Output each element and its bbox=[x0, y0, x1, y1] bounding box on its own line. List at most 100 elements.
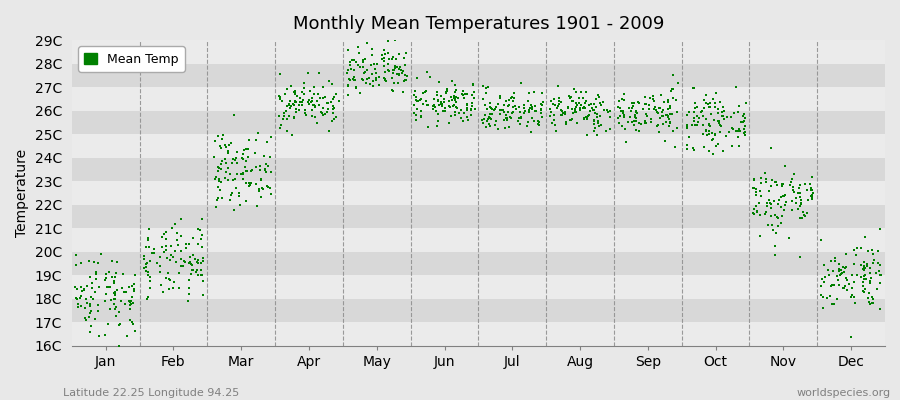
Point bbox=[565, 98, 580, 104]
Point bbox=[638, 118, 652, 124]
Point bbox=[862, 300, 877, 307]
Point bbox=[830, 296, 844, 302]
Point bbox=[365, 70, 380, 77]
Point bbox=[554, 112, 568, 119]
Point bbox=[276, 110, 291, 116]
Point bbox=[326, 110, 340, 116]
Point bbox=[871, 268, 886, 274]
Point bbox=[691, 119, 706, 125]
Point bbox=[797, 212, 812, 219]
Point bbox=[326, 103, 340, 109]
Point bbox=[687, 84, 701, 91]
Point bbox=[593, 113, 608, 119]
Point bbox=[440, 86, 454, 92]
Point bbox=[574, 102, 589, 108]
Point bbox=[393, 67, 408, 74]
Point bbox=[534, 101, 548, 107]
Point bbox=[477, 116, 491, 122]
Point bbox=[161, 270, 176, 276]
Point bbox=[556, 110, 571, 116]
Point bbox=[787, 189, 801, 195]
Point bbox=[774, 194, 788, 200]
Point bbox=[858, 286, 872, 292]
Point bbox=[488, 106, 502, 112]
Point bbox=[287, 114, 302, 120]
Point bbox=[297, 85, 311, 92]
Point bbox=[497, 116, 511, 123]
Point bbox=[662, 119, 677, 126]
Point bbox=[847, 247, 861, 254]
Point bbox=[621, 119, 635, 126]
Point bbox=[590, 92, 605, 98]
Bar bbox=[72, 158, 885, 181]
Point bbox=[158, 275, 173, 281]
Point bbox=[213, 187, 228, 194]
Point bbox=[597, 106, 611, 113]
Point bbox=[228, 176, 242, 182]
Point bbox=[524, 102, 538, 108]
Point bbox=[143, 278, 157, 284]
Point bbox=[628, 118, 643, 124]
Point bbox=[114, 284, 129, 291]
Point bbox=[768, 252, 782, 259]
Point bbox=[830, 272, 844, 279]
Point bbox=[613, 105, 627, 111]
Point bbox=[771, 223, 786, 229]
Point bbox=[747, 177, 761, 183]
Point bbox=[353, 90, 367, 96]
Point bbox=[479, 85, 493, 91]
Point bbox=[438, 89, 453, 95]
Point bbox=[716, 103, 730, 110]
Point bbox=[483, 111, 498, 117]
Point bbox=[388, 37, 402, 44]
Point bbox=[127, 280, 141, 287]
Point bbox=[238, 146, 253, 152]
Point bbox=[427, 96, 441, 102]
Point bbox=[527, 108, 542, 114]
Point bbox=[763, 145, 778, 151]
Point bbox=[688, 147, 702, 154]
Point bbox=[230, 171, 245, 178]
Point bbox=[343, 58, 357, 65]
Bar bbox=[72, 64, 885, 87]
Point bbox=[346, 56, 360, 63]
Point bbox=[737, 118, 751, 124]
Point bbox=[837, 282, 851, 289]
Point bbox=[288, 91, 302, 98]
Point bbox=[771, 214, 786, 221]
Point bbox=[318, 111, 332, 117]
Point bbox=[778, 199, 793, 205]
Point bbox=[352, 50, 366, 56]
Point bbox=[83, 328, 97, 335]
Point bbox=[621, 118, 635, 125]
Point bbox=[444, 113, 458, 119]
Point bbox=[174, 262, 188, 269]
Point bbox=[769, 212, 783, 218]
Point bbox=[804, 193, 818, 200]
Point bbox=[282, 100, 296, 107]
Point bbox=[184, 270, 198, 277]
Point bbox=[237, 176, 251, 182]
Point bbox=[224, 192, 238, 198]
Point bbox=[346, 67, 361, 74]
Point bbox=[339, 70, 354, 76]
Point bbox=[214, 160, 229, 167]
Point bbox=[760, 200, 774, 206]
Point bbox=[325, 118, 339, 124]
Point bbox=[448, 96, 463, 103]
Point bbox=[601, 108, 616, 115]
Point bbox=[580, 114, 594, 120]
Point bbox=[377, 63, 392, 69]
Point bbox=[649, 109, 663, 116]
Point bbox=[311, 102, 326, 108]
Point bbox=[528, 108, 543, 114]
Point bbox=[646, 98, 661, 104]
Point bbox=[611, 104, 625, 110]
Point bbox=[356, 59, 370, 66]
Point bbox=[316, 94, 330, 101]
Point bbox=[646, 106, 661, 112]
Point bbox=[866, 296, 880, 302]
Point bbox=[792, 185, 806, 191]
Point bbox=[824, 258, 838, 264]
Point bbox=[212, 165, 226, 172]
